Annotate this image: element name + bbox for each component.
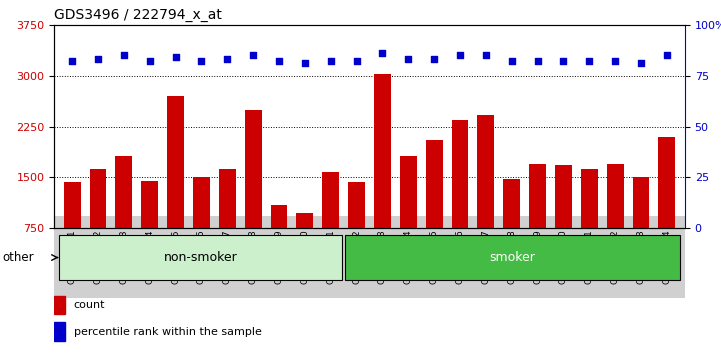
Bar <box>451 120 469 279</box>
Bar <box>63 182 81 279</box>
Bar <box>54 296 65 314</box>
Bar <box>400 156 417 279</box>
Bar <box>89 169 107 279</box>
Bar <box>345 235 680 280</box>
Point <box>144 58 156 64</box>
Bar <box>115 156 132 279</box>
Point <box>351 58 363 64</box>
Text: other: other <box>2 251 34 264</box>
Text: GDS3496 / 222794_x_at: GDS3496 / 222794_x_at <box>54 8 222 22</box>
Bar <box>529 164 546 279</box>
Bar <box>244 110 262 279</box>
Bar <box>555 165 572 279</box>
Bar <box>219 169 236 279</box>
Text: percentile rank within the sample: percentile rank within the sample <box>74 327 262 337</box>
Point <box>66 58 78 64</box>
Point <box>635 61 647 66</box>
Point <box>532 58 544 64</box>
Bar <box>503 179 520 279</box>
Point <box>195 58 207 64</box>
Point <box>273 58 285 64</box>
Point <box>583 58 595 64</box>
Point <box>376 51 388 56</box>
Bar <box>296 213 314 279</box>
Point <box>221 57 233 62</box>
Bar <box>581 169 598 279</box>
Text: non-smoker: non-smoker <box>164 251 238 264</box>
Point <box>661 52 673 58</box>
Bar <box>141 181 158 279</box>
Point <box>557 58 569 64</box>
Point <box>325 58 337 64</box>
Bar <box>167 96 184 279</box>
Bar <box>607 164 624 279</box>
Point <box>506 58 518 64</box>
Bar <box>322 172 339 279</box>
Point <box>480 52 492 58</box>
Text: count: count <box>74 300 105 310</box>
Bar <box>54 322 65 341</box>
Bar <box>374 74 391 279</box>
Bar <box>59 235 342 280</box>
Point <box>402 57 414 62</box>
Point <box>609 58 621 64</box>
Bar <box>425 140 443 279</box>
Bar <box>477 115 495 279</box>
Point <box>428 57 440 62</box>
Point <box>170 55 182 60</box>
Bar <box>658 137 676 279</box>
Point <box>299 61 311 66</box>
Text: smoker: smoker <box>490 251 535 264</box>
Point <box>92 57 104 62</box>
Point <box>247 52 259 58</box>
Bar <box>270 205 288 279</box>
Bar <box>632 177 650 279</box>
Point <box>454 52 466 58</box>
Bar <box>348 182 365 279</box>
Bar <box>193 177 210 279</box>
Point <box>118 52 130 58</box>
